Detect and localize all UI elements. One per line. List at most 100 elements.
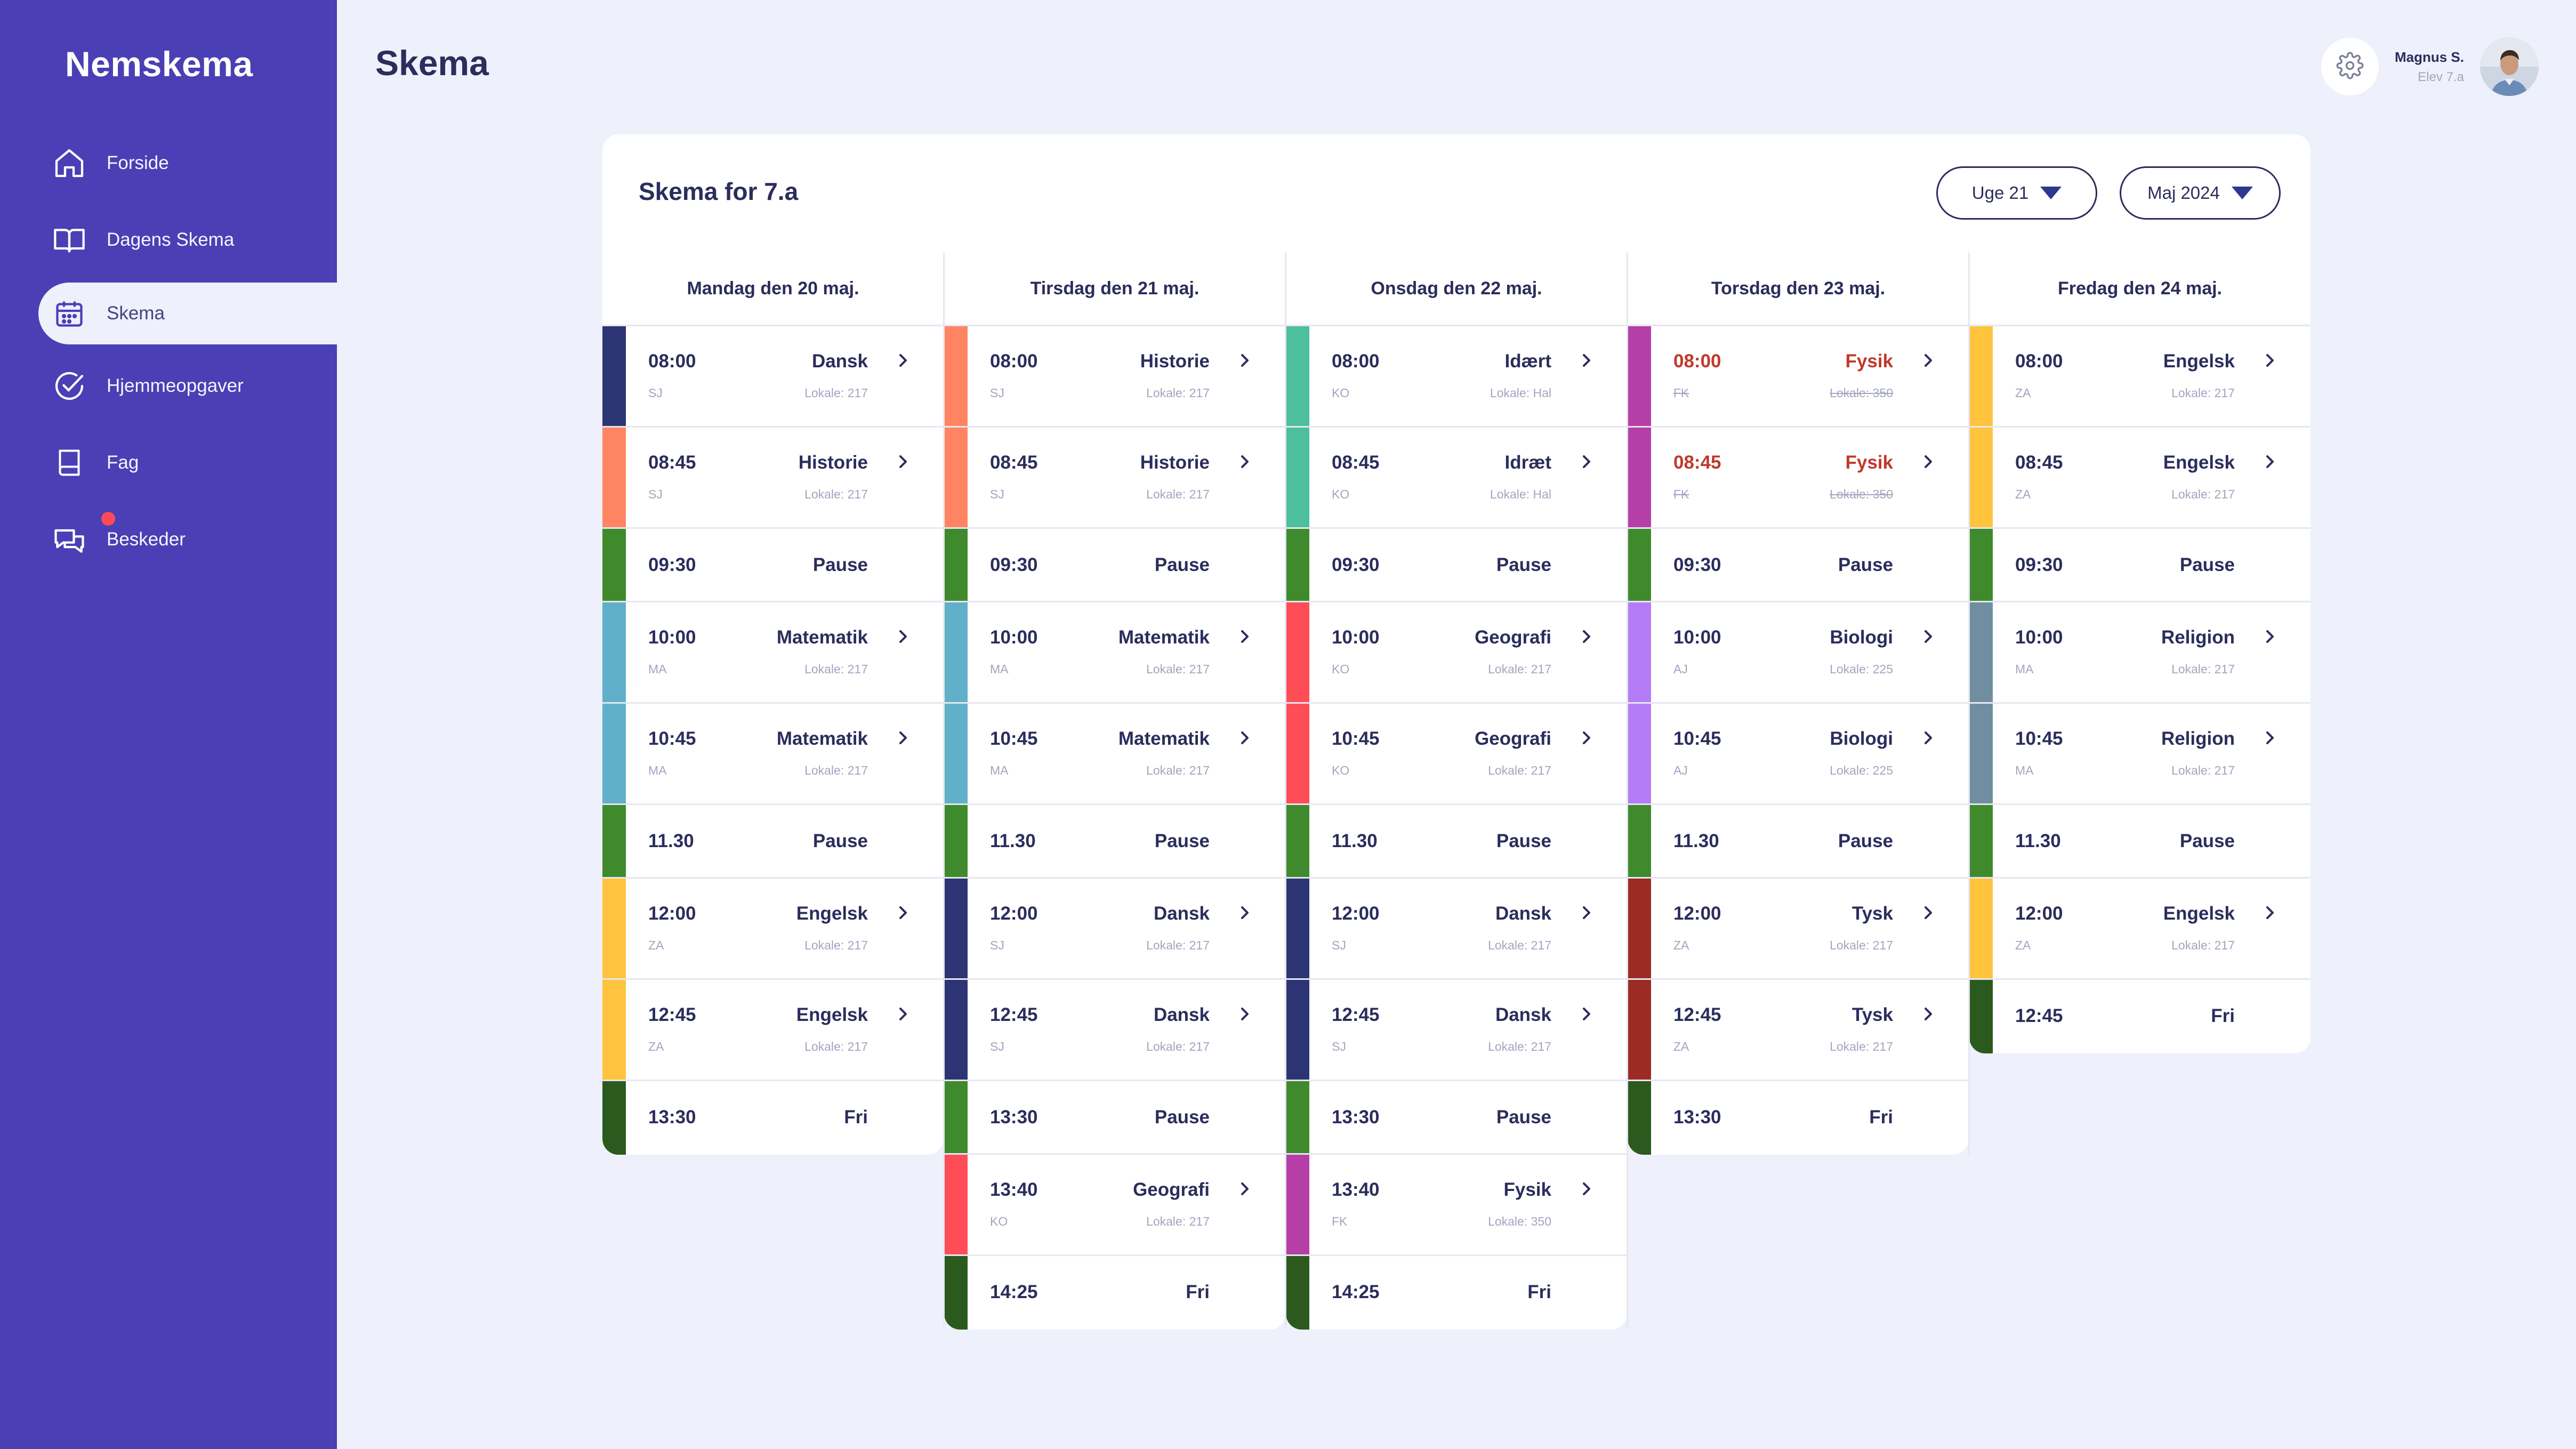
lesson-slot[interactable]: 12:45 Tysk ZA Lokale: 217 (1628, 980, 1969, 1081)
lesson-slot[interactable]: 10:00 Matematik MA Lokale: 217 (944, 602, 1285, 704)
subject-color-bar (1969, 805, 1993, 877)
chevron-right-icon[interactable] (892, 451, 914, 472)
lesson-slot[interactable]: 13:40 Geografi KO Lokale: 217 (944, 1155, 1285, 1256)
chevron-right-icon[interactable] (1576, 451, 1597, 472)
month-select[interactable]: Maj 2024 (2120, 166, 2281, 220)
brand-logo[interactable]: Nemskema (65, 44, 253, 84)
chevron-right-icon[interactable] (892, 727, 914, 748)
subject-color-bar (1286, 1081, 1309, 1153)
avatar[interactable] (2480, 37, 2539, 96)
slot-time: 11.30 (2015, 831, 2061, 851)
lesson-slot[interactable]: 08:00 Dansk SJ Lokale: 217 (602, 326, 944, 428)
lesson-slot[interactable]: 12:00 Tysk ZA Lokale: 217 (1628, 879, 1969, 980)
user-area: Magnus S. Elev 7.a (2321, 37, 2539, 96)
slot-room: Lokale: 217 (1146, 763, 1210, 777)
lesson-slot[interactable]: 12:00 Dansk SJ Lokale: 217 (1286, 879, 1627, 980)
slot-teacher: SJ (990, 386, 1004, 400)
chevron-right-icon[interactable] (1234, 1003, 1255, 1025)
chevron-right-icon[interactable] (1234, 1178, 1255, 1200)
lesson-slot[interactable]: 10:45 Biologi AJ Lokale: 225 (1628, 704, 1969, 805)
lesson-slot[interactable]: 12:00 Dansk SJ Lokale: 217 (944, 879, 1285, 980)
lesson-slot[interactable]: 12:45 Dansk SJ Lokale: 217 (1286, 980, 1627, 1081)
lesson-slot[interactable]: 08:00 Idært KO Lokale: Hal (1286, 326, 1627, 428)
lesson-slot[interactable]: 10:00 Biologi AJ Lokale: 225 (1628, 602, 1969, 704)
slot-room: Lokale: 225 (1830, 662, 1893, 676)
chevron-right-icon[interactable] (1576, 727, 1597, 748)
lesson-slot[interactable]: 10:45 Religion MA Lokale: 217 (1969, 704, 2311, 805)
slot-subject: Dansk (1153, 1004, 1210, 1025)
home-icon (38, 132, 100, 194)
lesson-slot[interactable]: 10:00 Religion MA Lokale: 217 (1969, 602, 2311, 704)
lesson-slot[interactable]: 10:45 Matematik MA Lokale: 217 (602, 704, 944, 805)
chevron-right-icon[interactable] (2259, 727, 2281, 748)
month-select-value: Maj 2024 (2147, 183, 2220, 203)
slot-room: Lokale: 217 (1146, 1214, 1210, 1228)
break-slot: 09:30 Pause (602, 529, 944, 602)
lesson-slot[interactable]: 12:00 Engelsk ZA Lokale: 217 (602, 879, 944, 980)
chevron-right-icon[interactable] (1918, 1003, 1939, 1025)
chevron-right-icon[interactable] (1576, 626, 1597, 647)
chevron-right-icon[interactable] (2259, 626, 2281, 647)
week-select[interactable]: Uge 21 (1936, 166, 2097, 220)
lesson-slot[interactable]: 08:45 Historie SJ Lokale: 217 (602, 428, 944, 529)
chevron-right-icon[interactable] (1918, 727, 1939, 748)
chevron-right-icon[interactable] (1576, 902, 1597, 923)
chevron-right-icon[interactable] (2259, 902, 2281, 923)
column-divider (943, 253, 945, 1330)
chevron-right-icon[interactable] (1918, 902, 1939, 923)
chevron-right-icon[interactable] (892, 902, 914, 923)
slot-time: 12:00 (1332, 903, 1380, 924)
chevron-right-icon[interactable] (892, 626, 914, 647)
lesson-slot[interactable]: 08:45 Engelsk ZA Lokale: 217 (1969, 428, 2311, 529)
lesson-slot[interactable]: 08:45 Idræt KO Lokale: Hal (1286, 428, 1627, 529)
chevron-right-icon[interactable] (1234, 727, 1255, 748)
slot-subject: Fysik (1845, 452, 1894, 473)
lesson-slot[interactable]: 13:40 Fysik FK Lokale: 350 (1286, 1155, 1627, 1256)
lesson-slot[interactable]: 12:45 Dansk SJ Lokale: 217 (944, 980, 1285, 1081)
slot-subject: Geografi (1475, 728, 1551, 749)
page-title: Skema (375, 43, 489, 83)
slot-subject: Matematik (1118, 627, 1210, 648)
sidebar-item-forside[interactable]: Forside (38, 132, 169, 194)
slot-room: Lokale: 217 (2171, 662, 2235, 676)
chevron-right-icon[interactable] (2259, 451, 2281, 472)
chevron-right-icon[interactable] (1918, 350, 1939, 371)
lesson-slot[interactable]: 10:45 Matematik MA Lokale: 217 (944, 704, 1285, 805)
slot-room: Lokale: 217 (1830, 1040, 1893, 1053)
lesson-slot[interactable]: 08:00 Fysik FK Lokale: 350 (1628, 326, 1969, 428)
slot-time: 09:30 (2015, 554, 2063, 575)
sidebar-item-dagens-skema[interactable]: Dagens Skema (38, 209, 234, 271)
chevron-right-icon[interactable] (1576, 1003, 1597, 1025)
chevron-right-icon[interactable] (892, 1003, 914, 1025)
sidebar-item-fag[interactable]: Fag (38, 432, 139, 494)
chevron-right-icon[interactable] (1918, 626, 1939, 647)
chevron-right-icon[interactable] (2259, 350, 2281, 371)
slot-room: Lokale: 217 (1146, 487, 1210, 501)
lesson-slot[interactable]: 08:45 Fysik FK Lokale: 350 (1628, 428, 1969, 529)
chevron-right-icon[interactable] (1234, 626, 1255, 647)
sidebar-item-beskeder[interactable]: Beskeder (38, 509, 186, 570)
chevron-right-icon[interactable] (1234, 451, 1255, 472)
chevron-right-icon[interactable] (1576, 350, 1597, 371)
chevron-right-icon[interactable] (1234, 350, 1255, 371)
lesson-slot[interactable]: 10:00 Matematik MA Lokale: 217 (602, 602, 944, 704)
week-select-value: Uge 21 (1971, 183, 2029, 203)
lesson-slot[interactable]: 12:45 Engelsk ZA Lokale: 217 (602, 980, 944, 1081)
settings-button[interactable] (2321, 38, 2379, 95)
slot-time: 10:45 (1673, 728, 1721, 749)
free-slot: 12:45 Fri (1969, 980, 2311, 1053)
lesson-slot[interactable]: 10:45 Geografi KO Lokale: 217 (1286, 704, 1627, 805)
sidebar-item-skema[interactable]: Skema (38, 283, 337, 344)
sidebar-item-hjemmeopgaver[interactable]: Hjemmeopgaver (38, 355, 244, 417)
subject-color-bar (1628, 980, 1651, 1080)
check-circle-icon (38, 355, 100, 417)
chevron-right-icon[interactable] (1234, 902, 1255, 923)
lesson-slot[interactable]: 10:00 Geografi KO Lokale: 217 (1286, 602, 1627, 704)
lesson-slot[interactable]: 08:00 Engelsk ZA Lokale: 217 (1969, 326, 2311, 428)
lesson-slot[interactable]: 12:00 Engelsk ZA Lokale: 217 (1969, 879, 2311, 980)
lesson-slot[interactable]: 08:45 Historie SJ Lokale: 217 (944, 428, 1285, 529)
lesson-slot[interactable]: 08:00 Historie SJ Lokale: 217 (944, 326, 1285, 428)
chevron-right-icon[interactable] (1576, 1178, 1597, 1200)
chevron-right-icon[interactable] (1918, 451, 1939, 472)
chevron-right-icon[interactable] (892, 350, 914, 371)
